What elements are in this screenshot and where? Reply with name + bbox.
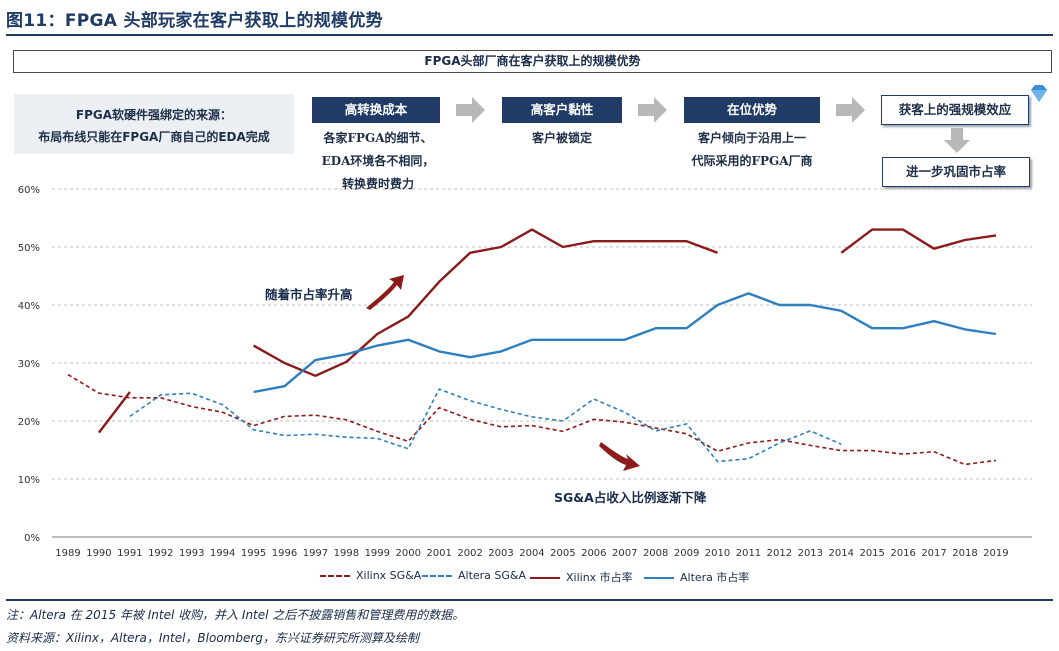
x-tick-label: 2002	[457, 548, 482, 559]
bottom-divider	[6, 599, 1053, 601]
legend-item: Altera SG&A	[422, 569, 526, 582]
legend-item: Altera 市占率	[644, 569, 749, 585]
outcome-top-label: 获客上的强规模效应	[898, 102, 1012, 117]
legend-label: Altera 市占率	[680, 571, 750, 584]
series-line-2	[253, 228, 718, 377]
x-tick-label: 1992	[148, 548, 173, 559]
x-tick-label: 2006	[581, 548, 606, 559]
x-tick-label: 2008	[643, 548, 668, 559]
x-tick-label: 2019	[983, 548, 1008, 559]
source-note: 资料来源：Xilinx，Altera，Intel，Bloomberg，东兴证券研…	[6, 631, 419, 645]
y-tick-label: 20%	[18, 417, 40, 428]
step-desc-line: 客户被锁定	[531, 131, 592, 145]
legend-item: Xilinx SG&A	[320, 569, 421, 582]
y-tick-label: 30%	[18, 359, 40, 370]
annotation-fall: SG&A占收入比例逐渐下降	[554, 490, 707, 505]
x-tick-label: 2013	[798, 548, 823, 559]
legend-swatch	[422, 575, 452, 577]
legend-item: Xilinx 市占率	[530, 569, 633, 585]
series-line-2	[840, 228, 997, 254]
legend-label: Xilinx 市占率	[566, 571, 633, 584]
x-tick-label: 2017	[921, 548, 946, 559]
x-tick-label: 1998	[334, 548, 359, 559]
right-arrow-icon	[836, 97, 865, 123]
falling-arrow-icon	[599, 442, 640, 471]
x-tick-label: 1990	[86, 548, 111, 559]
down-arrow-icon	[944, 128, 970, 153]
outcome-bottom-label: 进一步巩固市占率	[905, 164, 1006, 179]
legend-swatch	[644, 577, 674, 579]
y-tick-label: 10%	[18, 475, 40, 486]
outcome-scale-effect: 获客上的强规模效应	[881, 95, 1029, 125]
step-label-stickiness: 高客户黏性	[502, 97, 622, 123]
x-tick-label: 2018	[952, 548, 977, 559]
legend-label: Altera SG&A	[458, 569, 527, 582]
x-tick-label: 1996	[272, 548, 297, 559]
step-label-switching-cost: 高转换成本	[312, 97, 440, 123]
x-tick-label: 1999	[365, 548, 390, 559]
outcome-market-share: 进一步巩固市占率	[882, 157, 1030, 187]
x-tick-label: 2009	[674, 548, 699, 559]
x-tick-label: 2012	[767, 548, 792, 559]
diamond-icon	[1031, 85, 1047, 102]
right-arrow-icon	[638, 97, 667, 123]
figure-title: 图11：FPGA 头部玩家在客户获取上的规模优势	[6, 11, 383, 31]
x-tick-label: 2014	[829, 548, 854, 559]
y-tick-label: 60%	[18, 185, 40, 196]
x-tick-label: 1991	[117, 548, 142, 559]
series-line-0	[67, 373, 997, 466]
x-tick-label: 2004	[519, 548, 544, 559]
footnote: 注：Altera 在 2015 年被 Intel 收购，并入 Intel 之后不…	[6, 608, 465, 622]
step-desc-stickiness: 客户被锁定	[490, 127, 634, 150]
series-line-2	[97, 391, 131, 434]
x-tick-label: 2010	[705, 548, 730, 559]
step-desc-line: 客户倾向于沿用上一	[697, 131, 806, 145]
step-desc-line: 各家FPGA的细节、	[323, 131, 433, 145]
title-divider	[6, 34, 1053, 36]
binding-note: FPGA软硬件强绑定的来源： 布局布线只能在FPGA厂商自己的EDA完成	[14, 94, 294, 154]
x-tick-label: 2001	[426, 548, 451, 559]
step-desc-line: 代际采用的FPGA厂商	[691, 154, 813, 168]
x-tick-label: 1994	[210, 548, 235, 559]
x-tick-label: 2016	[890, 548, 915, 559]
x-tick-label: 2000	[396, 548, 421, 559]
legend-swatch	[530, 577, 560, 579]
x-tick-label: 1995	[241, 548, 266, 559]
series-line-1	[129, 388, 842, 463]
step-label-incumbency: 在位优势	[684, 97, 820, 123]
x-tick-label: 1989	[55, 548, 80, 559]
note-line-1: FPGA软硬件强绑定的来源：	[75, 108, 233, 122]
y-tick-label: 0%	[24, 533, 40, 544]
series-line-3	[253, 292, 997, 394]
x-tick-label: 2015	[859, 548, 884, 559]
right-arrow-icon	[456, 97, 485, 123]
x-tick-label: 2007	[612, 548, 637, 559]
x-tick-label: 1997	[303, 548, 328, 559]
step-desc-incumbency: 客户倾向于沿用上一 代际采用的FPGA厂商	[672, 127, 832, 173]
x-tick-label: 2011	[736, 548, 761, 559]
step-desc-switching-cost: 各家FPGA的细节、 EDA环境各不相同， 转换费时费力	[298, 127, 458, 196]
market-share-sga-chart: 0% 10% 20% 30% 40% 50% 60% 1989 1990 1991 1992 1993…	[18, 185, 1032, 559]
chart-legend: Xilinx SG&A Altera SG&A Xilinx 市占率 Alter…	[0, 569, 1059, 585]
x-tick-label: 2005	[550, 548, 575, 559]
legend-label: Xilinx SG&A	[356, 569, 422, 582]
y-tick-label: 40%	[18, 301, 40, 312]
banner-title: FPGA头部厂商在客户获取上的规模优势	[13, 50, 1052, 73]
step-desc-line: 转换费时费力	[341, 177, 414, 191]
rising-arrow-icon	[366, 275, 404, 310]
x-tick-label: 2003	[488, 548, 513, 559]
x-tick-label: 1993	[179, 548, 204, 559]
annotation-rise: 随着市占率升高	[265, 287, 353, 302]
y-tick-label: 50%	[18, 243, 40, 254]
note-line-2: 布局布线只能在FPGA厂商自己的EDA完成	[38, 130, 270, 144]
legend-swatch	[320, 575, 350, 577]
step-desc-line: EDA环境各不相同，	[321, 154, 435, 168]
